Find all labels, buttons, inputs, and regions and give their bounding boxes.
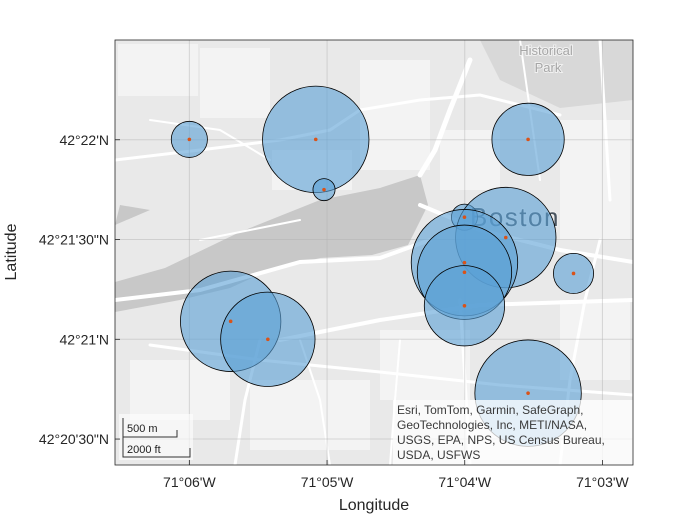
bubble-layer[interactable] [170,85,595,447]
y-tick-label-0: 42°20'30"N [39,431,109,447]
point-marker-11 [266,337,270,342]
x-axis-ticks: 71°06'W 71°05'W 71°04'W 71°03'W [163,460,630,490]
point-marker-10 [228,319,233,324]
point-marker-4 [462,215,467,219]
attribution-line-4: USDA, USFWS [397,448,480,462]
point-marker-2 [322,187,326,192]
park-label-line1: Historical [519,43,573,58]
x-tick-label-2: 71°04'W [438,474,491,490]
attribution-line-2: GeoTechnologies, Inc, METI/NASA, [397,418,587,432]
axes-frame [114,39,634,466]
x-tick-label-3: 71°03'W [576,474,629,490]
point-marker-1 [313,137,318,142]
point-marker-6 [462,260,467,265]
y-axis-label: Latitude [3,223,20,280]
scale-bar: 500 m 2000 ft [119,414,193,460]
x-axis-label: Longitude [339,497,409,514]
point-marker-8 [462,303,467,308]
attribution-line-1: Esri, TomTom, Garmin, SafeGraph, [397,403,584,417]
y-tick-label-3: 42°22'N [59,132,109,148]
attribution-line-3: USGS, EPA, NPS, US Census Bureau, [397,433,605,447]
y-tick-label-1: 42°21'N [59,331,109,347]
y-tick-label-2: 42°21'30"N [39,232,109,248]
scale-bar-imperial: 2000 ft [127,444,161,456]
attribution-box: Esri, TomTom, Garmin, SafeGraph, GeoTech… [393,400,633,465]
park-label-line2: Park [535,60,562,75]
scale-bar-metric: 500 m [127,423,158,435]
point-marker-0 [187,137,192,142]
x-tick-label-0: 71°06'W [163,474,216,490]
point-marker-3 [526,137,530,142]
point-marker-7 [462,270,467,275]
x-tick-label-1: 71°05'W [301,474,354,490]
point-marker-9 [571,271,576,276]
y-axis-ticks: 42°20'30"N 42°21'N 42°21'30"N 42°22'N [39,132,120,447]
point-marker-5 [503,235,508,240]
point-marker-12 [526,391,530,395]
